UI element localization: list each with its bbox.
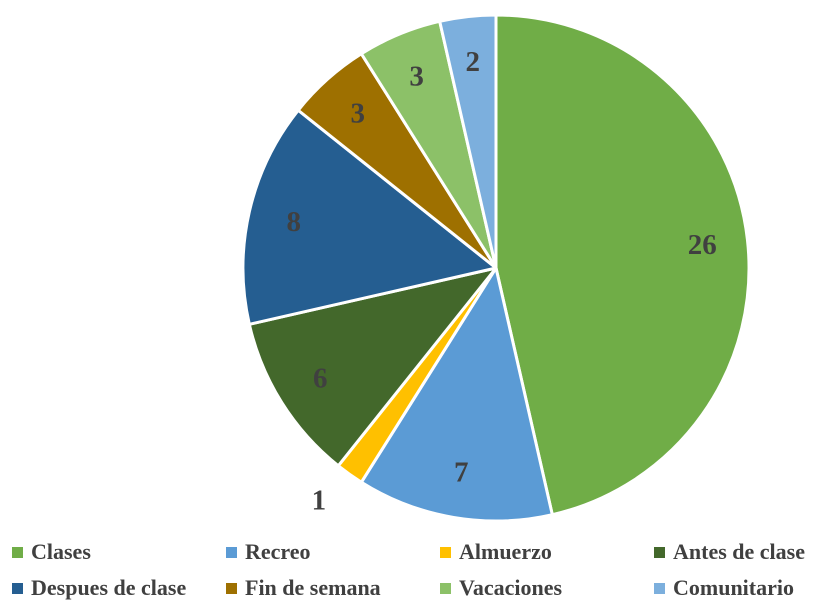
legend-label-fin-de-semana: Fin de semana: [245, 575, 381, 600]
legend-swatch-despues-de-clase: [12, 582, 23, 594]
legend-item-comunitario: Comunitario: [654, 570, 794, 606]
pie-slice-recreo: [359, 266, 554, 523]
legend-row-1: Clases Recreo Almuerzo Antes de clase: [0, 534, 835, 570]
legend-item-almuerzo: Almuerzo: [440, 534, 552, 570]
pie-chart: 26 7 1 6 8 3 3 2: [241, 13, 751, 523]
legend-swatch-fin-de-semana: [226, 582, 237, 594]
legend-item-clases: Clases: [12, 534, 91, 570]
data-label-vacaciones: 3: [409, 60, 424, 92]
legend-label-vacaciones: Vacaciones: [459, 575, 563, 600]
pie-data-labels: 26 7 1 6 8 3 3 2: [286, 46, 717, 516]
data-label-antes-de-clase: 6: [313, 362, 328, 394]
pie-slice-comunitario: [438, 13, 498, 270]
data-label-almuerzo: 1: [312, 484, 327, 516]
data-label-clases: 26: [688, 229, 717, 261]
legend-row-2: Despues de clase Fin de semana Vacacione…: [0, 570, 835, 606]
pie-slice-antes-de-clase: [247, 266, 498, 468]
legend-label-recreo: Recreo: [245, 539, 311, 564]
legend-item-vacaciones: Vacaciones: [440, 570, 562, 606]
legend-item-antes-de-clase: Antes de clase: [654, 534, 805, 570]
legend-swatch-comunitario: [654, 582, 665, 594]
legend: Clases Recreo Almuerzo Antes de clase De…: [0, 532, 835, 607]
legend-swatch-antes-de-clase: [654, 546, 665, 558]
legend-item-despues-de-clase: Despues de clase: [12, 570, 186, 606]
legend-swatch-almuerzo: [440, 546, 451, 558]
legend-item-fin-de-semana: Fin de semana: [226, 570, 381, 606]
data-label-comunitario: 2: [466, 46, 481, 78]
legend-item-recreo: Recreo: [226, 534, 311, 570]
legend-label-almuerzo: Almuerzo: [459, 539, 552, 564]
legend-label-clases: Clases: [31, 539, 91, 564]
data-label-recreo: 7: [454, 457, 469, 489]
legend-swatch-recreo: [226, 546, 237, 558]
pie-slice-clases: [494, 13, 751, 517]
legend-label-antes-de-clase: Antes de clase: [673, 539, 805, 564]
data-label-fin-de-semana: 3: [351, 97, 366, 129]
pie-slice-despues-de-clase: [241, 108, 498, 326]
pie-slices: [241, 13, 751, 523]
legend-swatch-clases: [12, 546, 23, 558]
legend-label-despues-de-clase: Despues de clase: [31, 575, 187, 600]
data-label-despues-de-clase: 8: [286, 206, 301, 238]
legend-swatch-vacaciones: [440, 582, 451, 594]
legend-label-comunitario: Comunitario: [673, 575, 794, 600]
